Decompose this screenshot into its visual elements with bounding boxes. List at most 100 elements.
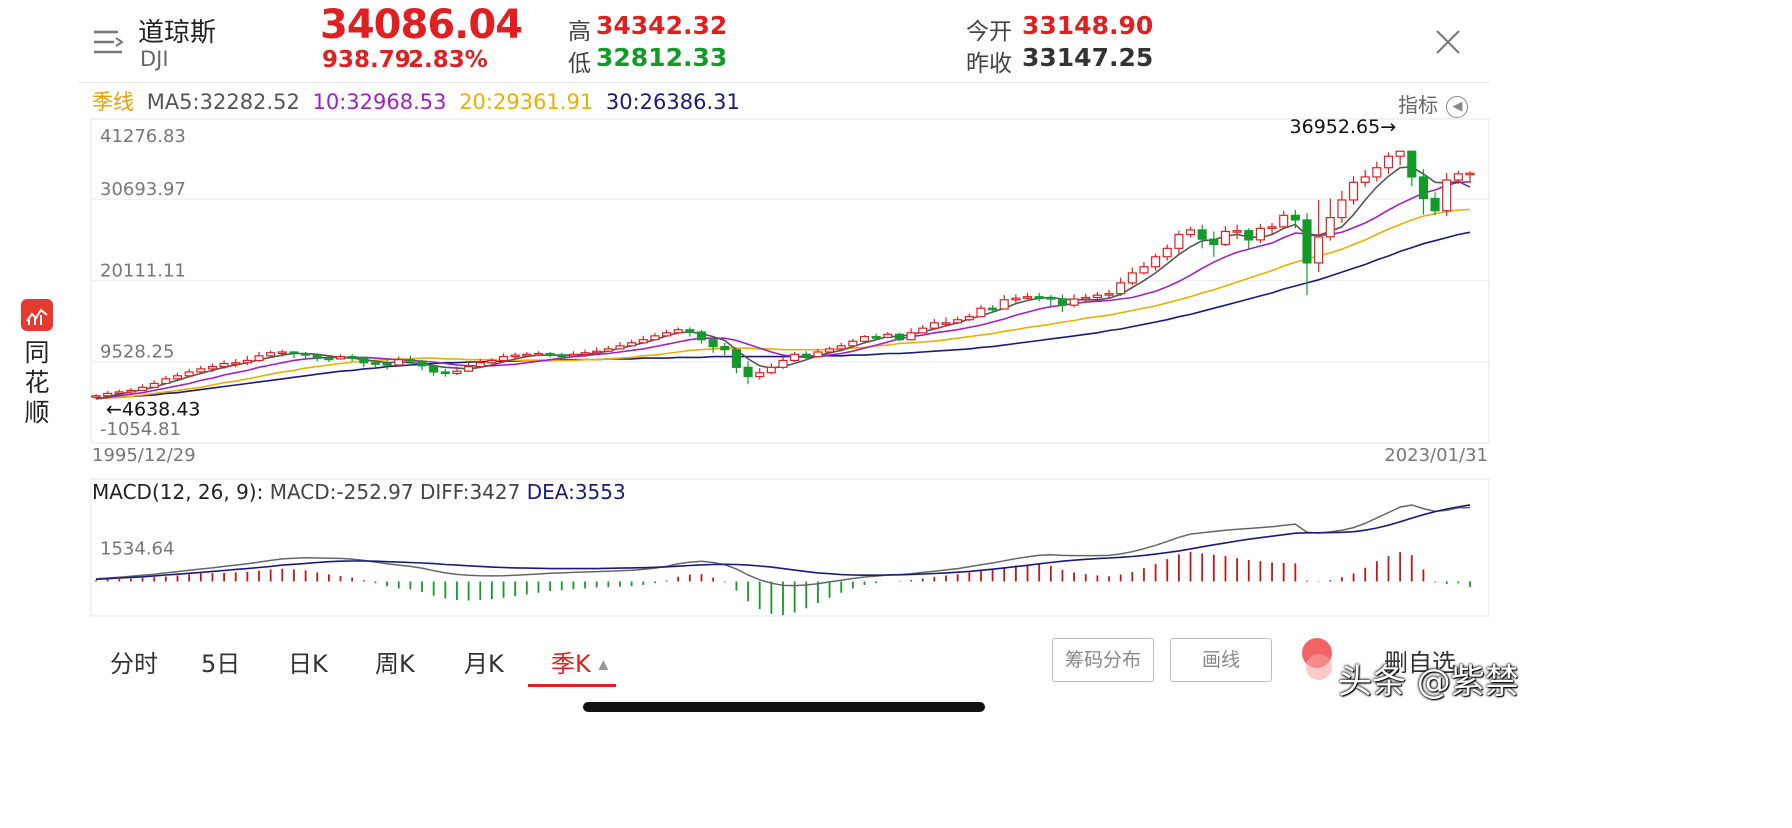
candle-body xyxy=(324,357,334,361)
candle-body xyxy=(1465,172,1475,176)
candle-body xyxy=(533,352,544,356)
tab-intraday[interactable]: 分时 xyxy=(110,650,158,678)
candle-body xyxy=(1151,256,1161,268)
close-icon[interactable] xyxy=(1434,28,1462,56)
candle-body xyxy=(1046,296,1056,300)
candle xyxy=(592,347,602,354)
candle-body xyxy=(138,386,148,391)
macd-chart[interactable]: MACD(12, 26, 9): MACD:-252.97 DIFF:3427 … xyxy=(90,478,1490,622)
candle xyxy=(1209,231,1219,257)
candle-body xyxy=(370,362,381,365)
candle xyxy=(324,355,334,362)
candle xyxy=(836,342,846,352)
candle xyxy=(149,380,159,388)
candle-body xyxy=(871,336,881,339)
candle xyxy=(918,325,928,334)
diff-line xyxy=(95,504,1471,587)
candle xyxy=(848,338,858,347)
candle xyxy=(1057,294,1068,313)
candle xyxy=(277,349,287,357)
candle xyxy=(510,352,520,359)
candle xyxy=(498,353,509,362)
candle xyxy=(405,355,415,366)
candle xyxy=(1407,150,1417,187)
candle-body xyxy=(1372,167,1382,178)
candle xyxy=(1034,292,1044,302)
dea-value: DEA:3553 xyxy=(527,480,626,504)
candle-body xyxy=(464,365,474,372)
candle-body xyxy=(1255,227,1265,241)
candle xyxy=(452,366,462,376)
ma30-value: 30:26386.31 xyxy=(605,90,740,114)
candle xyxy=(929,318,939,329)
tab-5day[interactable]: 5日 xyxy=(201,650,241,678)
tab-quarterly-k-label: 季K xyxy=(551,650,591,678)
candle xyxy=(1255,223,1265,243)
candle xyxy=(335,354,346,360)
menu-icon[interactable] xyxy=(92,28,126,58)
kline-chart[interactable]: 41276.83 30693.97 20111.11 9528.25 -1054.81 1… xyxy=(90,116,1490,468)
candle-body xyxy=(696,331,707,341)
candle-body xyxy=(615,345,625,350)
candle-body xyxy=(149,382,159,388)
candle-body xyxy=(1267,226,1277,229)
candle xyxy=(289,351,299,359)
candle xyxy=(638,335,648,344)
candle-body xyxy=(394,359,404,366)
diff-value: DIFF:3427 xyxy=(420,480,527,504)
candle xyxy=(766,363,776,375)
candle-body xyxy=(1442,179,1452,212)
candle-body xyxy=(1162,247,1172,258)
remove-watch-button[interactable]: 删自选 xyxy=(1384,649,1456,677)
candle xyxy=(1104,289,1114,298)
price-change-pct: 2.83% xyxy=(408,47,488,73)
tab-daily-k[interactable]: 日K xyxy=(288,650,328,678)
chips-distribution-button[interactable]: 筹码分布 xyxy=(1052,638,1154,682)
candle xyxy=(708,338,718,353)
draw-line-button[interactable]: 画线 xyxy=(1170,638,1272,682)
period-label[interactable]: 季线 xyxy=(92,90,134,114)
candle-body xyxy=(708,339,718,348)
tab-quarterly-k[interactable]: 季K ▲ xyxy=(551,644,608,679)
candle xyxy=(1418,169,1428,215)
candle-body xyxy=(685,329,695,333)
candle xyxy=(464,362,474,372)
candle-body xyxy=(219,362,229,368)
tab-weekly-k[interactable]: 周K xyxy=(375,650,415,678)
candle-body xyxy=(1279,214,1289,228)
candle xyxy=(1022,292,1033,300)
candle xyxy=(615,342,625,350)
candle-body xyxy=(1139,266,1149,274)
candle-body xyxy=(1209,238,1219,246)
candle-body xyxy=(1244,230,1254,241)
candle xyxy=(1442,173,1452,217)
candle-body xyxy=(720,346,730,351)
candle xyxy=(1069,294,1079,308)
indicator-button[interactable]: 指标 ◀ xyxy=(1398,89,1469,118)
tab-monthly-k[interactable]: 月K xyxy=(464,650,504,678)
candle-body xyxy=(638,339,648,344)
candle xyxy=(743,361,753,385)
sidebar-label[interactable]: 同花顺 xyxy=(24,338,50,427)
candle-body xyxy=(1290,214,1300,221)
candle-body xyxy=(568,353,578,357)
ma10-value: 10:32968.53 xyxy=(312,90,447,114)
candle xyxy=(219,360,229,369)
ths-logo-icon[interactable] xyxy=(21,299,53,331)
candle xyxy=(941,317,951,327)
candle-body xyxy=(1360,176,1370,183)
high-label: 高 xyxy=(568,19,591,45)
candle xyxy=(1279,210,1289,230)
candle xyxy=(394,356,404,366)
low-label: 低 xyxy=(568,51,591,77)
candle-body xyxy=(335,355,346,360)
candle xyxy=(1302,213,1312,296)
candle xyxy=(685,327,695,337)
candle-body xyxy=(347,355,357,359)
candle xyxy=(906,328,916,341)
candle xyxy=(1185,226,1196,238)
candle xyxy=(1383,152,1394,174)
candle-body xyxy=(289,351,299,355)
candle-body xyxy=(894,333,904,341)
candle-body xyxy=(778,359,788,368)
